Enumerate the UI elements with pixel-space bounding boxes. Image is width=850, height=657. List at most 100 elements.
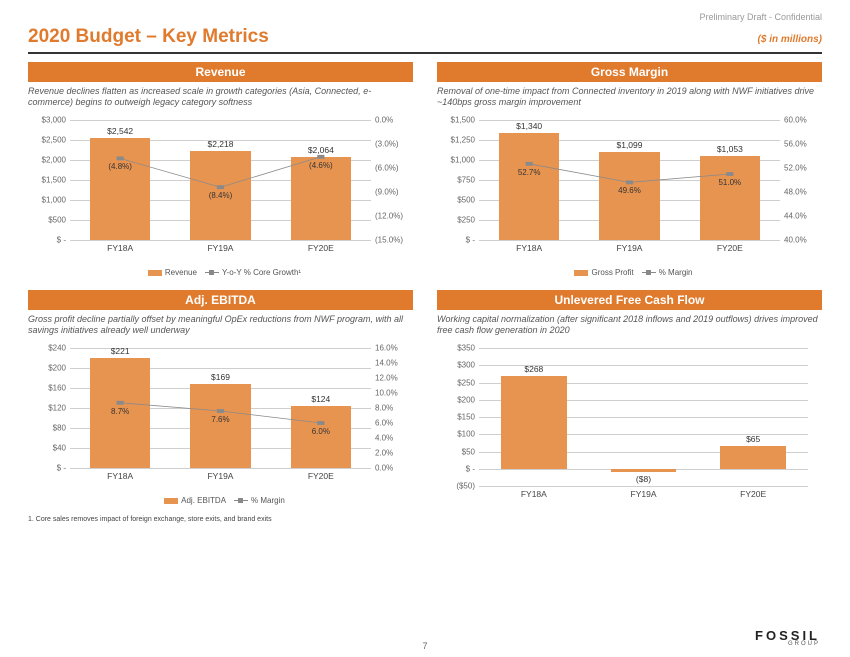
y-axis-tick: $1,500 xyxy=(451,116,475,125)
line-value-label: (4.6%) xyxy=(309,161,333,170)
line-value-label: 7.6% xyxy=(211,415,229,424)
y-axis-tick: $1,250 xyxy=(451,135,475,144)
panel-caption: Working capital normalization (after sig… xyxy=(437,314,822,338)
panels-grid: Revenue Revenue declines flatten as incre… xyxy=(28,62,822,510)
line-value-label: (4.8%) xyxy=(108,162,132,171)
y2-axis-tick: 6.0% xyxy=(375,419,393,428)
page-title: 2020 Budget – Key Metrics xyxy=(28,26,269,48)
panel-title: Revenue xyxy=(28,62,413,82)
y-axis-tick: $ - xyxy=(57,464,66,473)
x-axis-label: FY19A xyxy=(170,471,270,481)
chart: ($50) $ - $50 $100 $150 $200 $250 $300 $350 $268 (… xyxy=(437,342,822,510)
y2-axis-tick: 0.0% xyxy=(375,116,393,125)
y2-axis-tick: 0.0% xyxy=(375,464,393,473)
x-axis-label: FY19A xyxy=(579,243,679,253)
y-axis-tick: $80 xyxy=(53,423,66,432)
line-value-label: 51.0% xyxy=(718,178,741,187)
unit-label: ($ in millions) xyxy=(758,34,822,45)
panel-caption: Revenue declines flatten as increased sc… xyxy=(28,86,413,110)
line-value-label: 8.7% xyxy=(111,407,129,416)
panel-ebitda: Adj. EBITDA Gross profit decline partiall… xyxy=(28,290,413,510)
line-value-label: 6.0% xyxy=(312,427,330,436)
panel-title: Unlevered Free Cash Flow xyxy=(437,290,822,310)
y-axis-tick: $ - xyxy=(466,236,475,245)
y-axis-tick: $2,000 xyxy=(42,155,66,164)
y-axis-tick: $750 xyxy=(457,176,475,185)
x-axis-label: FY18A xyxy=(479,243,579,253)
y2-axis-tick: 4.0% xyxy=(375,434,393,443)
y2-axis-tick: 60.0% xyxy=(784,116,807,125)
y2-axis-tick: 52.0% xyxy=(784,164,807,173)
y-axis-tick: $300 xyxy=(457,361,475,370)
confidential-label: Preliminary Draft - Confidential xyxy=(28,12,822,22)
y-axis-tick: $50 xyxy=(462,447,475,456)
y-axis-tick: ($50) xyxy=(456,482,475,491)
y2-axis-tick: (3.0%) xyxy=(375,140,399,149)
y-axis-tick: $2,500 xyxy=(42,135,66,144)
bar: ($8) xyxy=(611,469,677,472)
bar: $268 xyxy=(501,376,567,468)
y-axis-tick: $250 xyxy=(457,216,475,225)
y-axis-tick: $350 xyxy=(457,344,475,353)
y-axis-tick: $1,000 xyxy=(451,155,475,164)
x-axis-label: FY20E xyxy=(698,489,808,499)
y-axis-tick: $ - xyxy=(466,464,475,473)
y-axis-tick: $250 xyxy=(457,378,475,387)
y-axis-tick: $1,500 xyxy=(42,176,66,185)
panel-caption: Gross profit decline partially offset by… xyxy=(28,314,413,338)
y2-axis-tick: 8.0% xyxy=(375,404,393,413)
panel-revenue: Revenue Revenue declines flatten as incre… xyxy=(28,62,413,282)
y2-axis-tick: (6.0%) xyxy=(375,164,399,173)
x-axis-label: FY20E xyxy=(271,243,371,253)
bar: $65 xyxy=(720,446,786,468)
y-axis-tick: $ - xyxy=(57,236,66,245)
y2-axis-tick: 48.0% xyxy=(784,188,807,197)
panel-caption: Removal of one-time impact from Connecte… xyxy=(437,86,822,110)
line-value-label: 49.6% xyxy=(618,186,641,195)
footnote: 1. Core sales removes impact of foreign … xyxy=(28,516,822,523)
y2-axis-tick: 2.0% xyxy=(375,449,393,458)
y-axis-tick: $120 xyxy=(48,404,66,413)
bar-value-label: $65 xyxy=(720,434,786,444)
panel-gross-margin: Gross Margin Removal of one-time impact f… xyxy=(437,62,822,282)
line-value-label: 52.7% xyxy=(518,168,541,177)
y-axis-tick: $150 xyxy=(457,413,475,422)
y-axis-tick: $200 xyxy=(48,363,66,372)
x-axis-label: FY19A xyxy=(589,489,699,499)
panel-title: Adj. EBITDA xyxy=(28,290,413,310)
x-axis-label: FY18A xyxy=(70,471,170,481)
chart: $ -$40$80$120$160$200$2400.0%2.0%4.0%6.0… xyxy=(28,342,413,492)
brand-logo: FOSSIL GROUP xyxy=(755,628,820,647)
panel-fcf: Unlevered Free Cash Flow Working capital … xyxy=(437,290,822,510)
y2-axis-tick: (15.0%) xyxy=(375,236,403,245)
bar-value-label: ($8) xyxy=(611,474,677,484)
x-axis-label: FY20E xyxy=(271,471,371,481)
y2-axis-tick: 16.0% xyxy=(375,344,398,353)
x-axis-label: FY18A xyxy=(70,243,170,253)
y2-axis-tick: 40.0% xyxy=(784,236,807,245)
y2-axis-tick: (9.0%) xyxy=(375,188,399,197)
y2-axis-tick: 14.0% xyxy=(375,359,398,368)
y-axis-tick: $200 xyxy=(457,395,475,404)
y2-axis-tick: (12.0%) xyxy=(375,212,403,221)
legend: Adj. EBITDA% Margin xyxy=(28,496,413,505)
y2-axis-tick: 56.0% xyxy=(784,140,807,149)
y-axis-tick: $500 xyxy=(48,216,66,225)
legend: Gross Profit% Margin xyxy=(437,268,822,277)
y-axis-tick: $40 xyxy=(53,444,66,453)
y-axis-tick: $1,000 xyxy=(42,195,66,204)
y-axis-tick: $100 xyxy=(457,430,475,439)
y-axis-tick: $500 xyxy=(457,195,475,204)
chart: $ -$250$500$750$1,000$1,250$1,50040.0%44… xyxy=(437,114,822,264)
x-axis-label: FY19A xyxy=(170,243,270,253)
title-row: 2020 Budget – Key Metrics ($ in millions… xyxy=(28,26,822,54)
panel-title: Gross Margin xyxy=(437,62,822,82)
chart: $ - $500 $1,000 $1,500 $2,000 $2,500 $3,000 0.0… xyxy=(28,114,413,264)
x-axis-label: FY20E xyxy=(680,243,780,253)
bar-value-label: $268 xyxy=(501,364,567,374)
y-axis-tick: $3,000 xyxy=(42,116,66,125)
legend: RevenueY-o-Y % Core Growth¹ xyxy=(28,268,413,277)
y2-axis-tick: 12.0% xyxy=(375,374,398,383)
y2-axis-tick: 10.0% xyxy=(375,389,398,398)
line-value-label: (8.4%) xyxy=(209,191,233,200)
